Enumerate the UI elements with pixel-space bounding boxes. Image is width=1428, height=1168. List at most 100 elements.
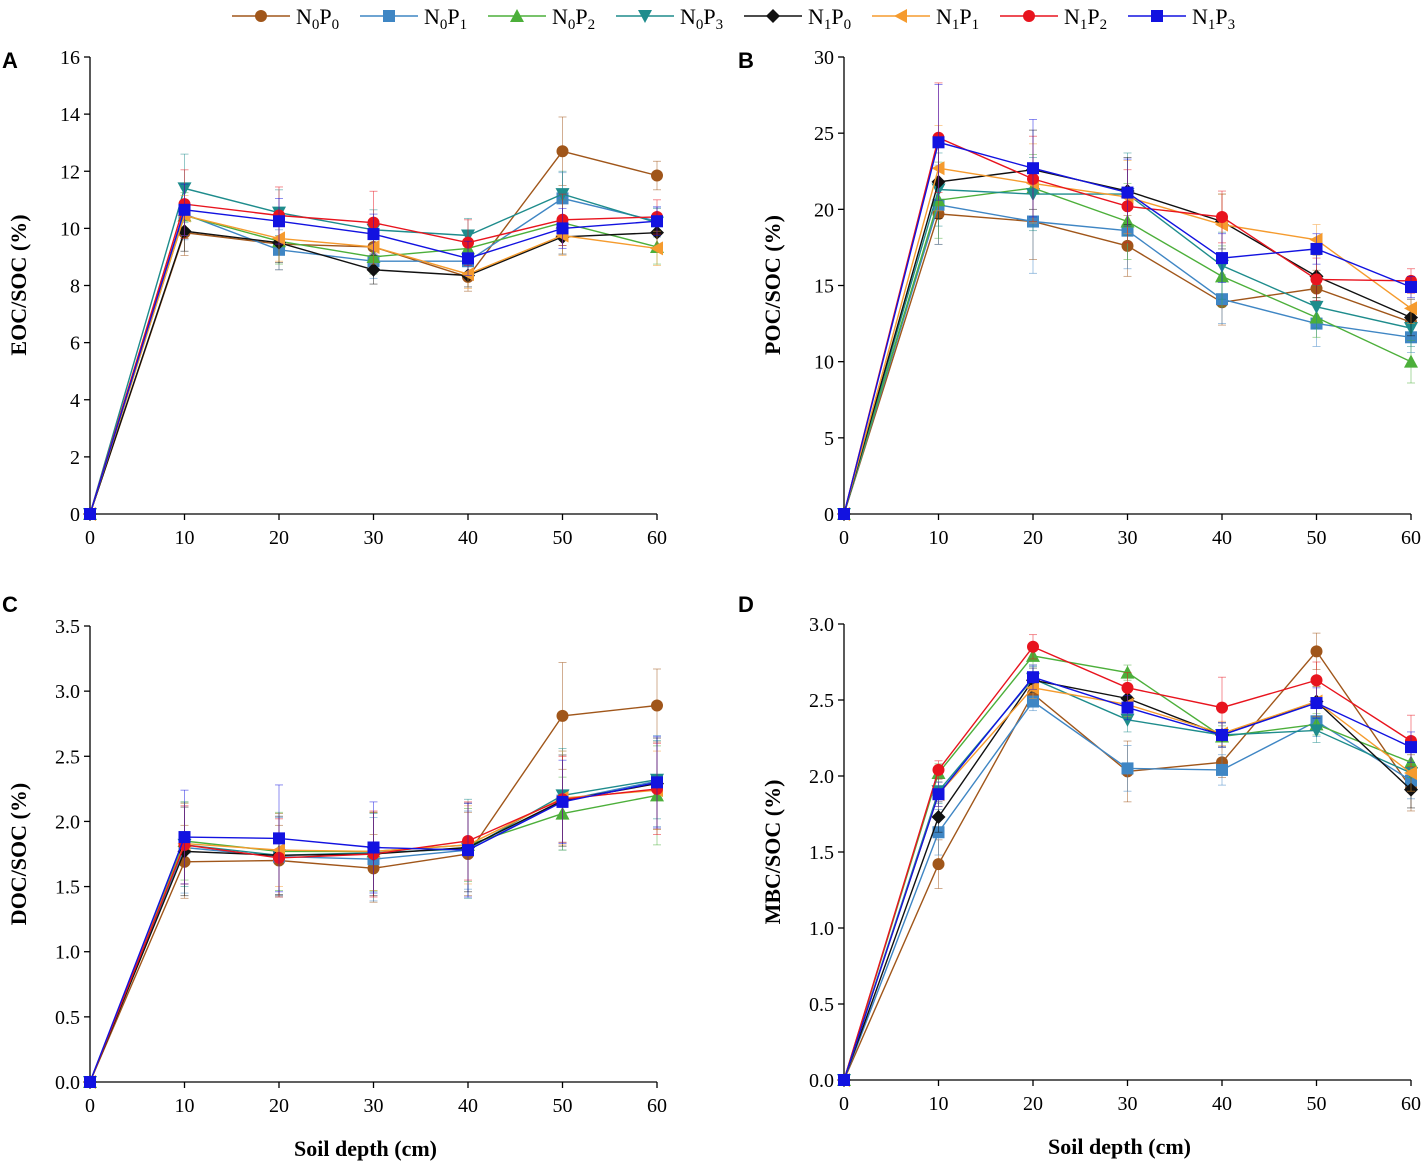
x-tick-label: 0 [85, 1095, 95, 1117]
data-point [1026, 680, 1039, 695]
legend-p: P [831, 4, 843, 29]
data-point [1310, 674, 1323, 687]
panel-b: B 0 5 10 15 20 25 30 0 10 20 30 40 50 60 POC/SOC (%) [738, 47, 1421, 549]
legend-n-sub: 0 [696, 17, 704, 33]
series-n1p1 [837, 676, 1417, 1087]
y-tick-label: 20 [814, 199, 834, 221]
data-point [461, 267, 474, 282]
x-tick-label: 10 [175, 527, 195, 549]
data-point [462, 252, 474, 265]
data-point [1310, 242, 1323, 255]
data-point [1309, 300, 1324, 314]
data-point [272, 231, 285, 246]
series-n0p1 [84, 735, 663, 1088]
panel-letter: B [738, 48, 754, 73]
series-n1p0 [83, 737, 664, 1089]
series-line [843, 679, 1412, 1081]
legend-item-n1p3: N1P3 [1128, 4, 1235, 33]
y-axis-title: POC/SOC (%) [760, 215, 785, 355]
x-tick-label: 20 [1023, 527, 1043, 549]
x-tick-label: 10 [175, 1095, 195, 1117]
legend-label: N1P0 [808, 4, 851, 33]
legend-p: P [959, 4, 971, 29]
data-point [556, 222, 569, 235]
data-point [84, 1076, 96, 1088]
legend-p: P [319, 4, 331, 29]
x-tick-label: 0 [839, 1093, 849, 1115]
legend-label: N0P3 [680, 4, 723, 33]
x-tick-label: 20 [269, 527, 289, 549]
series-n1p1 [83, 195, 663, 521]
x-tick-label: 30 [364, 1095, 384, 1117]
y-tick-label: 12 [60, 161, 80, 183]
series-n0p0 [84, 116, 663, 520]
y-tick-label: 0 [70, 504, 80, 526]
y-tick-label: 2 [70, 447, 80, 469]
y-tick-label: 2.5 [55, 746, 80, 768]
data-point [932, 858, 945, 871]
data-point [1216, 763, 1228, 776]
data-point [1216, 210, 1228, 223]
series-n0p3 [83, 740, 664, 1089]
legend-item-n0p1: N0P1 [360, 4, 467, 33]
data-point [367, 228, 380, 241]
data-point [1027, 162, 1039, 175]
y-tick-label: 0 [824, 504, 834, 526]
x-tick-label: 40 [1212, 527, 1232, 549]
legend-marker-circle [255, 10, 267, 22]
data-point [838, 508, 850, 520]
legend-p-sub: 3 [1228, 17, 1236, 33]
data-point [178, 831, 191, 844]
x-tick-label: 30 [364, 527, 384, 549]
data-point [1216, 252, 1228, 265]
data-point [1405, 741, 1417, 754]
x-tick-label: 10 [929, 527, 949, 549]
data-point [1309, 724, 1324, 738]
legend-item-n0p0: N0P0 [232, 4, 339, 33]
legend-label: N1P1 [936, 4, 979, 33]
data-point [931, 161, 945, 176]
x-tick-label: 60 [1401, 527, 1421, 549]
series-n1p3 [838, 84, 1417, 520]
data-point [556, 709, 569, 722]
legend-label: N0P1 [424, 4, 467, 33]
panel-letter: A [2, 48, 18, 73]
data-point [1121, 186, 1134, 199]
legend-p-sub: 3 [716, 17, 724, 33]
x-tick-label: 50 [553, 527, 573, 549]
legend-marker-triangle-up [510, 9, 524, 22]
x-tick-label: 30 [1118, 1093, 1138, 1115]
y-tick-label: 3.0 [809, 614, 834, 636]
series-n1p2 [838, 82, 1417, 520]
y-axis-title: MBC/SOC (%) [760, 780, 785, 925]
data-point [178, 203, 191, 216]
y-tick-label: 16 [60, 47, 80, 69]
legend-n: N [296, 4, 312, 29]
y-tick-label: 0.5 [55, 1007, 80, 1029]
y-tick-label: 1.5 [809, 842, 834, 864]
y-tick-label: 0.0 [55, 1072, 80, 1094]
x-axis-title: Soil depth (cm) [1048, 1134, 1191, 1159]
series-n1p3 [84, 736, 663, 1088]
legend-label: N1P2 [1064, 4, 1107, 33]
data-point [651, 169, 663, 182]
series-line [843, 676, 1412, 1081]
y-tick-label: 25 [814, 123, 834, 145]
y-axis-title: EOC/SOC (%) [6, 214, 31, 355]
legend-p-sub: 0 [844, 17, 852, 33]
data-point [556, 145, 569, 158]
legend-n: N [680, 4, 696, 29]
legend-item-n0p2: N0P2 [488, 4, 595, 33]
data-point [931, 810, 946, 825]
panel-letter: D [738, 592, 754, 617]
data-point [366, 239, 380, 254]
y-tick-label: 2.0 [809, 766, 834, 788]
data-point [651, 215, 663, 228]
x-tick-label: 50 [1307, 1093, 1327, 1115]
y-tick-label: 1.0 [809, 918, 834, 940]
data-point [1121, 681, 1134, 694]
panel-c: C 0.0 0.5 1.0 1.5 2.0 2.5 3.0 3.5 0 10 20 30 40 50 60 DO… [2, 592, 667, 1161]
x-tick-label: 50 [553, 1095, 573, 1117]
x-tick-label: 60 [1401, 1093, 1421, 1115]
